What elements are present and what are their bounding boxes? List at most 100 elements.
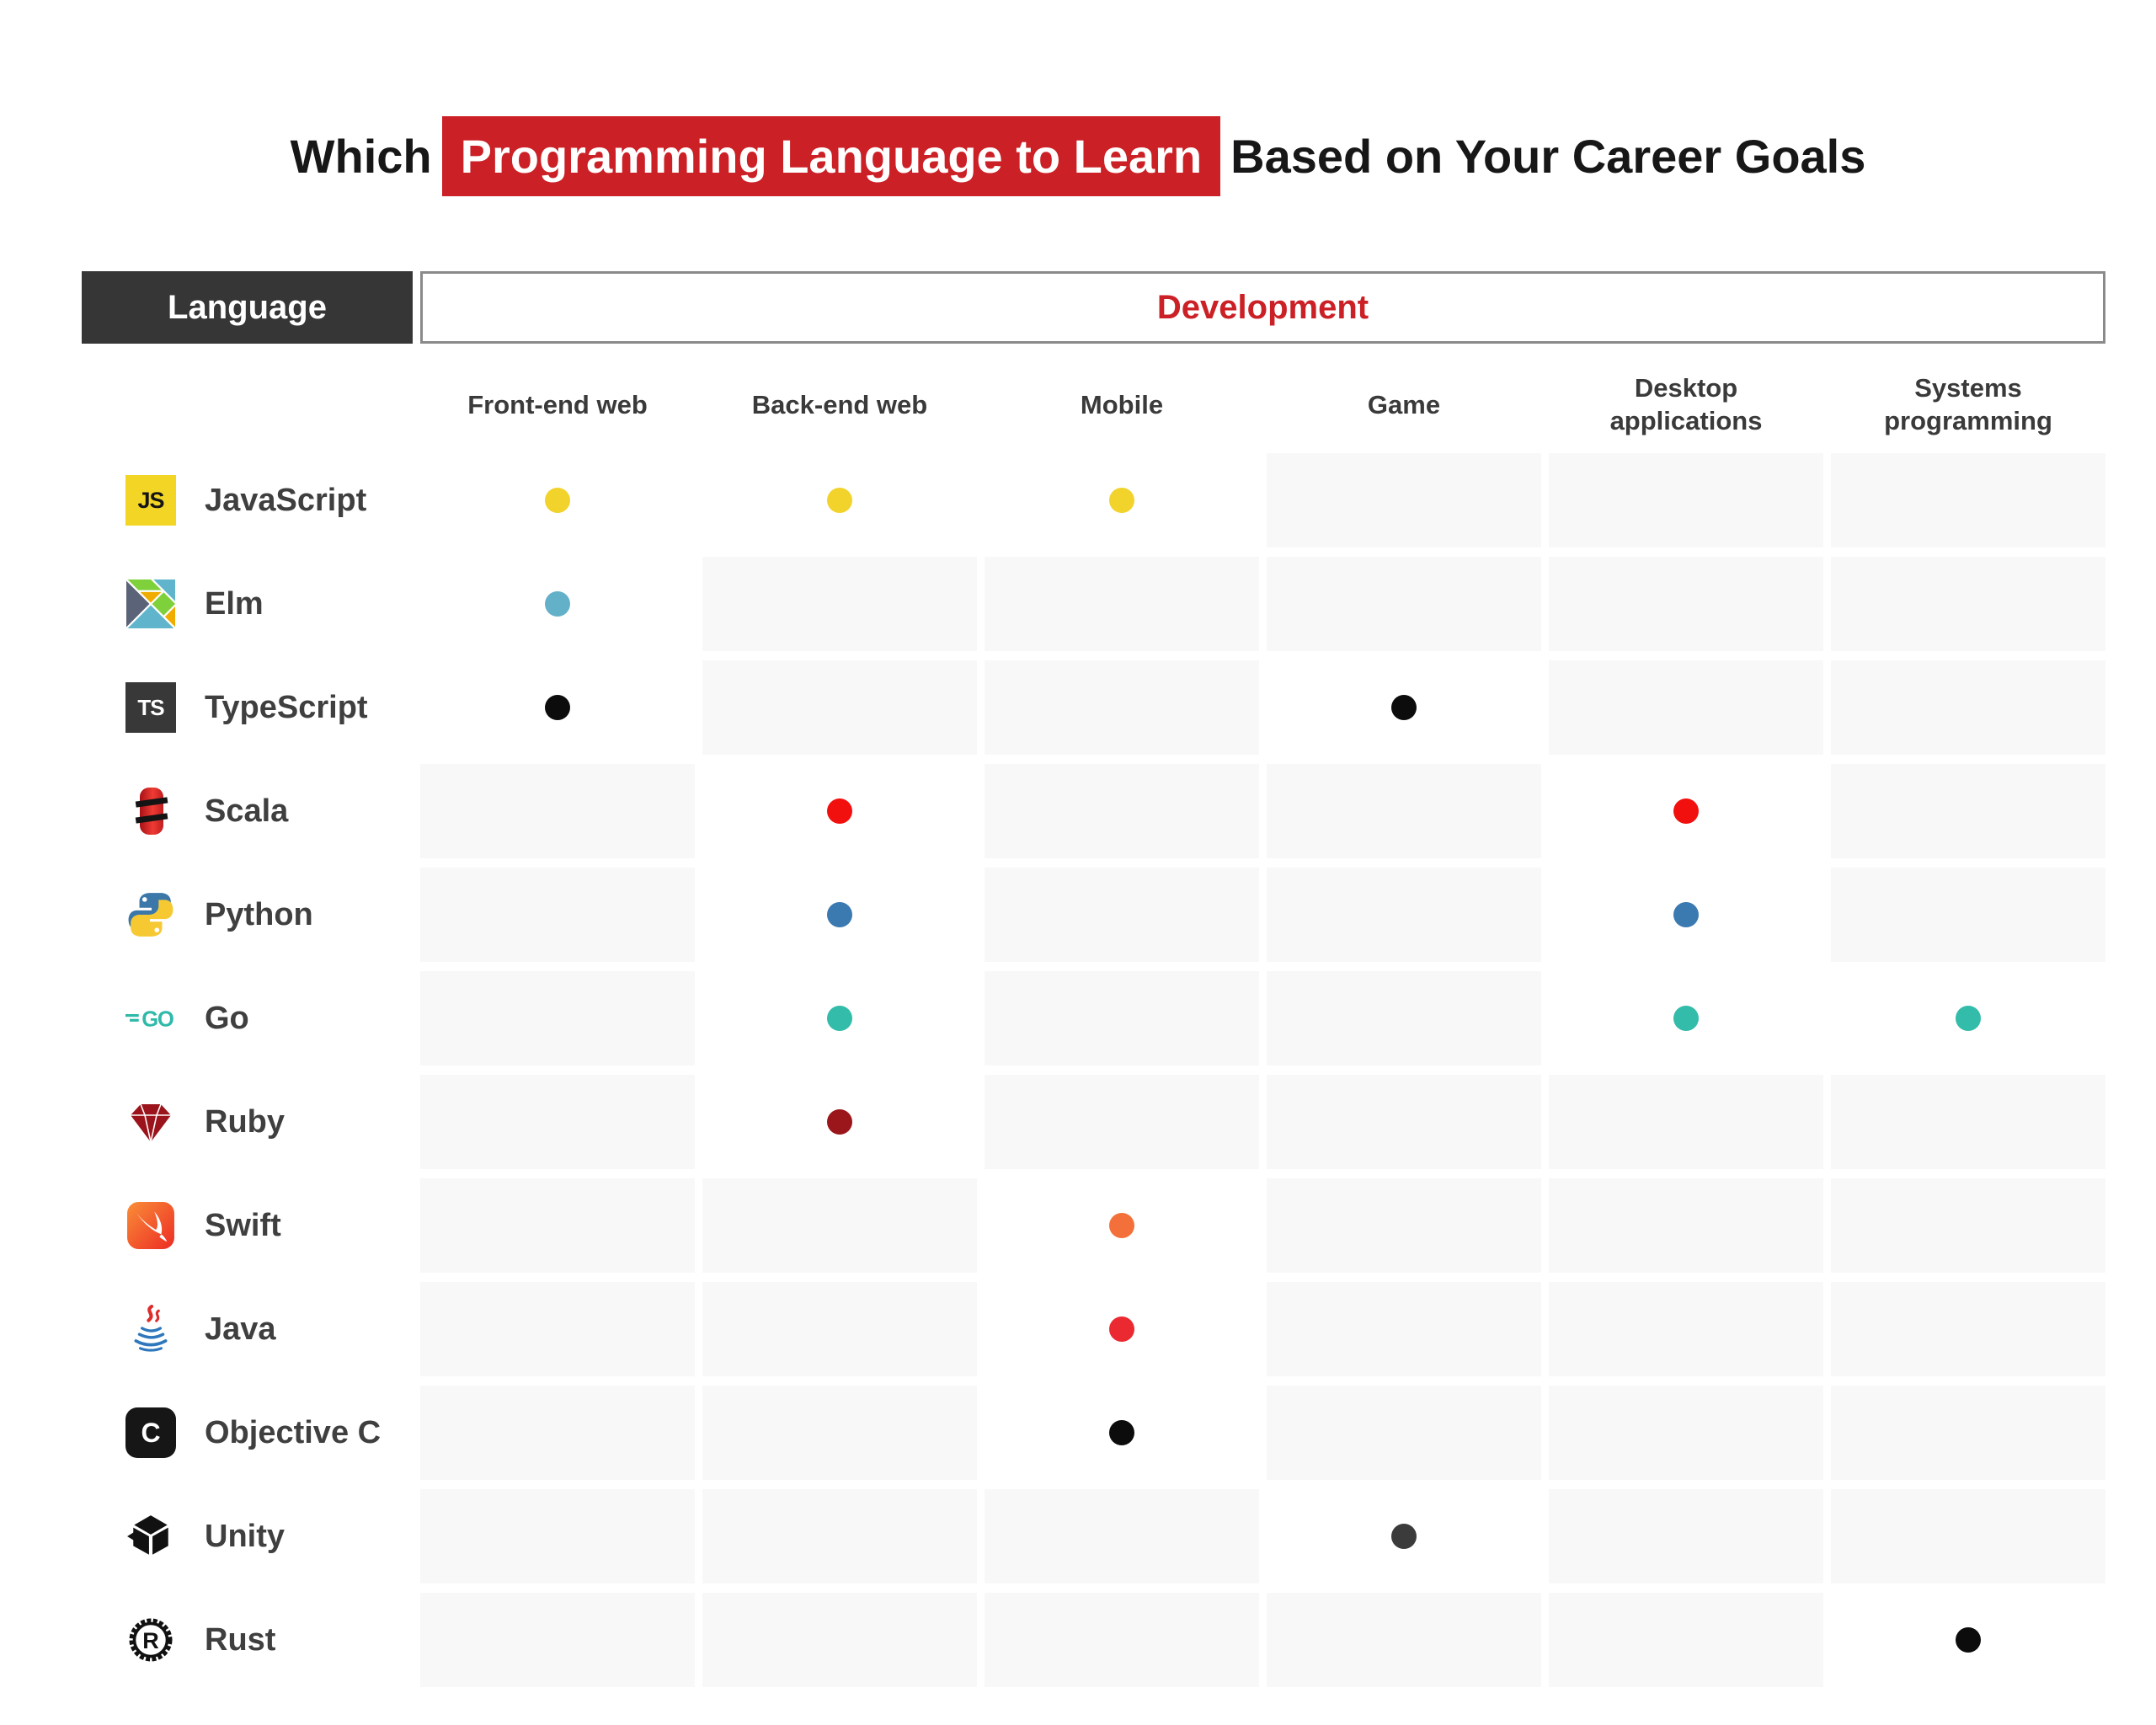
objective-c-icon: C [125, 1407, 176, 1458]
matrix-cell [1267, 1178, 1541, 1273]
dot [827, 798, 852, 824]
matrix-cell [1831, 660, 2105, 755]
column-header-systems-programming: Systems programming [1884, 373, 2052, 435]
matrix-cell [420, 1075, 695, 1169]
page-title: Which Programming Language to Learn Based … [0, 116, 2156, 196]
matrix-cell [420, 557, 695, 651]
column-header-front-end-web: Front-end web [467, 389, 648, 419]
dot [1956, 1627, 1981, 1653]
matrix-cell [985, 1282, 1259, 1376]
language-name: Elm [205, 585, 264, 622]
go-icon: GO [125, 993, 176, 1044]
dot [545, 488, 570, 513]
matrix-cell [420, 453, 695, 547]
ruby-icon [125, 1097, 176, 1147]
table-row: R Rust [82, 1593, 2105, 1687]
elm-icon [125, 579, 176, 629]
matrix-cell [1549, 971, 1823, 1065]
matrix-cell [985, 1386, 1259, 1480]
swift-icon [125, 1200, 176, 1251]
matrix-cell [985, 1593, 1259, 1687]
dot [827, 1006, 852, 1031]
matrix-cell [702, 1489, 977, 1583]
scala-icon [125, 786, 176, 836]
matrix-cell [702, 1075, 977, 1169]
matrix-cell [1267, 1593, 1541, 1687]
matrix-cell [1831, 1282, 2105, 1376]
unity-icon [125, 1511, 176, 1562]
dot [1109, 1420, 1134, 1445]
matrix-cell [985, 764, 1259, 858]
matrix-cell [1831, 1386, 2105, 1480]
table-row: Ruby [82, 1075, 2105, 1169]
table-row: C Objective C [82, 1386, 2105, 1480]
matrix-cell [1267, 453, 1541, 547]
matrix-cell [420, 764, 695, 858]
matrix-cell [702, 1178, 977, 1273]
matrix-cell [1267, 764, 1541, 858]
table-row: Java [82, 1282, 2105, 1376]
table-row: Unity [82, 1489, 2105, 1583]
matrix-cell [1267, 1075, 1541, 1169]
dot [1673, 798, 1699, 824]
matrix-cell [985, 453, 1259, 547]
matrix-cell [702, 1386, 977, 1480]
dot [1391, 695, 1417, 720]
matrix-cell [1831, 868, 2105, 962]
matrix-cell [985, 557, 1259, 651]
matrix-cell [1549, 1178, 1823, 1273]
dot [827, 1109, 852, 1135]
rust-icon: R [125, 1615, 176, 1665]
language-name: Swift [205, 1207, 281, 1243]
matrix-cell [702, 660, 977, 755]
table-row: Scala [82, 764, 2105, 858]
language-name: JavaScript [205, 482, 367, 518]
matrix-cell [420, 660, 695, 755]
matrix-cell [1549, 1386, 1823, 1480]
dot [545, 591, 570, 617]
column-header-spacer [82, 364, 413, 446]
java-icon [125, 1304, 176, 1354]
matrix-cell [702, 764, 977, 858]
matrix-cell [1831, 557, 2105, 651]
table-row: GO Go [82, 971, 2105, 1065]
matrix-cell [420, 1386, 695, 1480]
matrix-cell [1549, 1489, 1823, 1583]
matrix-cell [1267, 557, 1541, 651]
matrix-cell [420, 868, 695, 962]
matrix-cell [702, 1593, 977, 1687]
language-name: Ruby [205, 1103, 285, 1140]
svg-text:R: R [142, 1628, 159, 1653]
language-name: Python [205, 896, 313, 932]
dot [1109, 488, 1134, 513]
language-name: Java [205, 1311, 276, 1347]
matrix-cell [985, 868, 1259, 962]
column-header-desktop-applications: Desktop applications [1609, 373, 1763, 435]
language-name: Scala [205, 793, 289, 829]
matrix-cell [702, 868, 977, 962]
matrix-cell [420, 1178, 695, 1273]
table-row: Elm [82, 557, 2105, 651]
matrix-cell [702, 1282, 977, 1376]
matrix-cell [702, 557, 977, 651]
svg-text:GO: GO [141, 1007, 173, 1031]
language-name: Go [205, 1000, 249, 1036]
dot [545, 695, 570, 720]
title-prefix: Which [290, 130, 432, 183]
matrix-cell [1549, 660, 1823, 755]
matrix-cell [1267, 868, 1541, 962]
dot [1956, 1006, 1981, 1031]
title-suffix: Based on Your Career Goals [1230, 130, 1866, 183]
matrix-cell [985, 1075, 1259, 1169]
matrix-cell [985, 1489, 1259, 1583]
matrix-cell [1549, 1593, 1823, 1687]
language-name: Rust [205, 1621, 276, 1658]
matrix-cell [1831, 1593, 2105, 1687]
matrix-cell [420, 971, 695, 1065]
matrix-cell [1267, 1386, 1541, 1480]
dot [1673, 902, 1699, 927]
column-header-back-end-web: Back-end web [751, 389, 928, 419]
matrix-cell [1549, 764, 1823, 858]
javascript-icon: JS [125, 475, 176, 526]
